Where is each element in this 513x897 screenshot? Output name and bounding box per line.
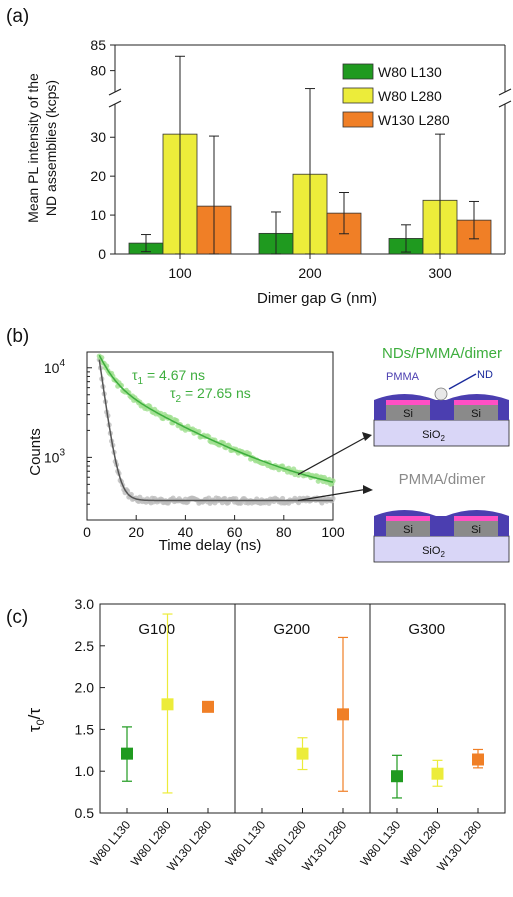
schematic-shapes: SiO2 Si Si SiO2 Si Si bbox=[297, 373, 510, 563]
c-data-point bbox=[431, 767, 444, 780]
nanodiamond bbox=[434, 387, 448, 401]
si-block bbox=[454, 405, 498, 420]
a-xlabel: Dimer gap G (nm) bbox=[257, 290, 377, 307]
sio2-substrate bbox=[373, 535, 510, 563]
b-frame bbox=[86, 351, 334, 521]
a-legend-label: W130 L280 bbox=[378, 112, 450, 128]
metal-cap bbox=[386, 400, 430, 405]
b-xlabel: Time delay (ns) bbox=[159, 537, 262, 554]
si-label: Si bbox=[403, 524, 413, 536]
panel-a-chart: 0 10 20 30 80 85 100 200 300 W80 L130 W80 L280 W130… bbox=[90, 37, 512, 281]
a-ytick-label: 20 bbox=[90, 168, 106, 184]
a-axis-break-mark bbox=[108, 100, 122, 108]
c-xtick-label: W80 L130 bbox=[357, 818, 403, 869]
schematic-bottom-title: PMMA/dimer bbox=[399, 471, 486, 488]
b-ytick-label: 103 bbox=[44, 447, 66, 465]
a-legend-label: W80 L280 bbox=[378, 88, 442, 104]
nd-pointer bbox=[448, 373, 477, 390]
c-ytick-label: 0.5 bbox=[75, 805, 95, 821]
c-data-point bbox=[202, 700, 214, 713]
panel-b-chart: 0 20 40 60 80 100 103 104 bbox=[44, 351, 345, 540]
a-axis-break-mark bbox=[498, 100, 512, 108]
b-ylabel: Counts bbox=[27, 428, 44, 476]
a-ylabel-line2: ND assemblies (kcps) bbox=[43, 80, 59, 216]
si-block bbox=[386, 405, 430, 420]
b-xtick-label: 0 bbox=[83, 524, 91, 540]
schematic-pmma-dimer: PMMA/dimer bbox=[399, 471, 486, 488]
a-ytick-label: 0 bbox=[98, 246, 106, 262]
a-legend-label: W80 L130 bbox=[378, 64, 442, 80]
c-data-point bbox=[161, 698, 174, 711]
schematic-nds-pmma-dimer: NDs/PMMA/dimer PMMA ND bbox=[382, 345, 502, 383]
si-label: Si bbox=[471, 524, 481, 536]
b-tau1-annotation: τ1 = 4.67 ns bbox=[132, 367, 205, 387]
c-xtick-label: W80 L130 bbox=[87, 818, 133, 869]
a-legend-swatch bbox=[342, 111, 374, 128]
sio2-label: SiO2 bbox=[422, 545, 445, 559]
c-ytick-label: 2.0 bbox=[75, 680, 95, 696]
c-ylabel: τ0/τ bbox=[25, 708, 47, 733]
arrow-to-bottom-schematic bbox=[297, 488, 369, 502]
c-data-point bbox=[296, 747, 309, 760]
si-block bbox=[386, 521, 430, 536]
b-xtick-label: 100 bbox=[321, 524, 345, 540]
schematic-top-title: NDs/PMMA/dimer bbox=[382, 345, 502, 362]
c-group-label: G200 bbox=[273, 621, 310, 638]
metal-cap bbox=[454, 400, 498, 405]
sio2-label: SiO2 bbox=[422, 429, 445, 443]
c-ytick-label: 2.5 bbox=[75, 638, 95, 654]
arrow-head bbox=[362, 432, 372, 441]
a-ylabel-line1: Mean PL intensity of the bbox=[25, 73, 41, 223]
arrow-to-top-schematic bbox=[297, 435, 369, 476]
c-group-label: G300 bbox=[408, 621, 445, 638]
c-group-label: G100 bbox=[138, 621, 175, 638]
si-label: Si bbox=[403, 408, 413, 420]
b-fit-line-nds bbox=[98, 354, 334, 483]
a-ytick-label: 10 bbox=[90, 207, 106, 223]
metal-cap bbox=[386, 516, 430, 521]
c-ytick-label: 1.0 bbox=[75, 763, 95, 779]
metal-cap bbox=[454, 516, 498, 521]
b-ytick-label: 104 bbox=[44, 358, 66, 376]
a-xtick-label: 300 bbox=[428, 265, 452, 281]
arrow-head bbox=[363, 485, 373, 494]
b-xtick-label: 40 bbox=[178, 524, 194, 540]
pmma-label: PMMA bbox=[386, 371, 420, 383]
c-data-point bbox=[391, 770, 403, 783]
c-data-point bbox=[472, 753, 484, 766]
c-xtick-label: W80 L130 bbox=[222, 818, 268, 869]
c-data-point bbox=[121, 747, 133, 760]
b-tau2-annotation: τ2 = 27.65 ns bbox=[170, 385, 251, 405]
a-axis-break-mark bbox=[498, 88, 512, 96]
a-legend-swatch bbox=[342, 63, 374, 80]
a-legend-swatch bbox=[342, 87, 374, 104]
panel-label-c: (c) bbox=[6, 607, 28, 628]
a-xtick-label: 200 bbox=[298, 265, 322, 281]
a-xtick-label: 100 bbox=[168, 265, 192, 281]
b-fit-line-pmma bbox=[98, 359, 333, 502]
b-xtick-label: 60 bbox=[227, 524, 243, 540]
c-ytick-label: 1.5 bbox=[75, 721, 95, 737]
a-ytick-label: 85 bbox=[90, 37, 106, 53]
nd-label: ND bbox=[477, 369, 493, 381]
si-label: Si bbox=[471, 408, 481, 420]
sio2-substrate bbox=[373, 419, 510, 447]
b-xtick-label: 20 bbox=[128, 524, 144, 540]
b-data-point-nds bbox=[330, 478, 336, 484]
b-xtick-label: 80 bbox=[276, 524, 292, 540]
a-axis-break-mark bbox=[108, 88, 122, 96]
panel-label-a: (a) bbox=[6, 6, 29, 27]
panel-label-b: (b) bbox=[6, 326, 29, 347]
a-ytick-label: 30 bbox=[90, 129, 106, 145]
c-ytick-label: 3.0 bbox=[75, 596, 95, 612]
c-data-point bbox=[337, 708, 349, 721]
a-ytick-label: 80 bbox=[90, 63, 106, 79]
si-block bbox=[454, 521, 498, 536]
